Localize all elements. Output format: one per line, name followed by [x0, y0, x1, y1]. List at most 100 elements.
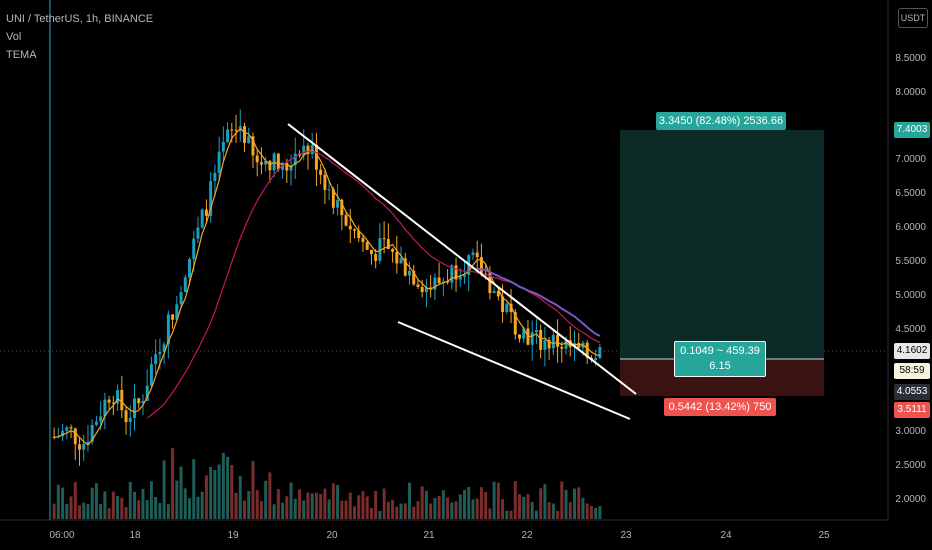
time-tick: 18 [129, 530, 141, 541]
candle-body [65, 427, 69, 431]
volume-bar [306, 492, 310, 519]
candle-body [264, 160, 268, 165]
volume-bar [543, 484, 547, 519]
volume-bar [293, 498, 297, 519]
tema-line [54, 128, 601, 446]
target-label[interactable]: 3.3450 (82.48%) 2536.66 [656, 112, 786, 130]
candle-body [226, 129, 230, 142]
candle-body [598, 347, 602, 358]
volume-bar [69, 496, 73, 519]
candle-body [154, 354, 158, 365]
candle-body [128, 417, 132, 423]
volume-bar [192, 459, 196, 519]
stop-price-tag: 3.5111 [894, 402, 930, 418]
volume-bar [310, 493, 314, 519]
volume-bar [365, 496, 369, 519]
volume-bar [213, 470, 217, 519]
volume-bar [52, 503, 56, 519]
volume-bar [86, 504, 90, 519]
candle-body [196, 227, 200, 239]
volume-indicator-label[interactable]: Vol [6, 31, 22, 43]
position-center-line1: 0.1049 ~ 459.39 [680, 345, 760, 357]
price-tick: 2.0000 [895, 494, 926, 505]
candle-body [137, 398, 141, 404]
volume-bar [196, 496, 200, 519]
volume-bar [585, 503, 589, 519]
symbol-title[interactable]: UNI / TetherUS, 1h, BINANCE [6, 13, 154, 25]
volume-bar [111, 491, 115, 519]
time-tick: 20 [326, 530, 338, 541]
candle-body [285, 162, 289, 171]
volume-bar [73, 481, 77, 519]
position-center-label[interactable]: 0.1049 ~ 459.39 6.15 [674, 341, 766, 377]
upper-trendline[interactable] [287, 123, 637, 395]
lower-trendline[interactable] [397, 321, 631, 420]
volume-bar [598, 506, 602, 519]
candle-body [251, 136, 255, 156]
volume-bar [374, 490, 378, 519]
volume-bar [120, 497, 124, 519]
volume-bar [534, 510, 538, 519]
volume-bar [285, 496, 289, 519]
target-zone[interactable] [620, 130, 824, 359]
time-tick: 06:00 [49, 530, 74, 541]
volume-bar [268, 472, 272, 519]
candle-body [52, 436, 56, 438]
candle-body [539, 330, 543, 350]
candle-body [99, 416, 103, 422]
candle-body [505, 303, 509, 312]
volume-bar [513, 481, 517, 519]
volume-bars [52, 448, 602, 519]
volume-bar [433, 498, 437, 519]
volume-bar [149, 481, 153, 519]
candle-body [302, 145, 306, 156]
volume-bar [158, 503, 162, 519]
volume-bar [530, 501, 534, 519]
volume-bar [166, 504, 170, 519]
candle-body [166, 314, 170, 345]
candle-body [408, 270, 411, 276]
volume-bar [94, 483, 98, 519]
volume-bar [408, 482, 411, 519]
volume-bar [589, 505, 593, 519]
candle-body [374, 254, 378, 261]
entry-price-tag: 4.0553 [894, 384, 930, 400]
candle-body [391, 248, 395, 252]
candle-body [551, 334, 555, 349]
candle-body [560, 346, 564, 349]
candle-body [78, 444, 81, 450]
volume-bar [171, 448, 175, 519]
candle-body [124, 410, 128, 423]
price-tick: 6.0000 [895, 222, 926, 233]
candle-body [530, 332, 534, 345]
volume-bar [348, 492, 352, 519]
candle-body [488, 273, 492, 294]
price-axis[interactable]: 8.5000 8.0000 7.0000 6.5000 6.0000 5.500… [895, 53, 926, 505]
volume-bar [99, 503, 103, 519]
candle-body [433, 277, 437, 290]
volume-bar [314, 492, 318, 519]
volume-bar [577, 487, 581, 519]
currency-button[interactable]: USDT [898, 8, 928, 28]
volume-bar [82, 502, 86, 519]
candle-body [213, 172, 217, 182]
candle-body [386, 239, 390, 249]
volume-bar [251, 460, 255, 519]
volume-bar [509, 510, 513, 519]
tema-indicator-label[interactable]: TEMA [6, 49, 37, 61]
stop-label[interactable]: 0.5442 (13.42%) 750 [664, 398, 776, 416]
volume-bar [90, 487, 94, 519]
volume-bar [551, 503, 555, 519]
candle-body [454, 265, 458, 280]
position-center-line2: 6.15 [709, 360, 731, 372]
candle-body [162, 344, 166, 353]
moving-averages [54, 128, 601, 446]
candle-body [192, 238, 196, 260]
volume-bar [581, 497, 585, 519]
candle-body [268, 160, 272, 171]
volume-bar [378, 510, 382, 519]
candle-body [361, 238, 365, 243]
candle-body [357, 230, 361, 239]
candle-body [518, 334, 521, 339]
